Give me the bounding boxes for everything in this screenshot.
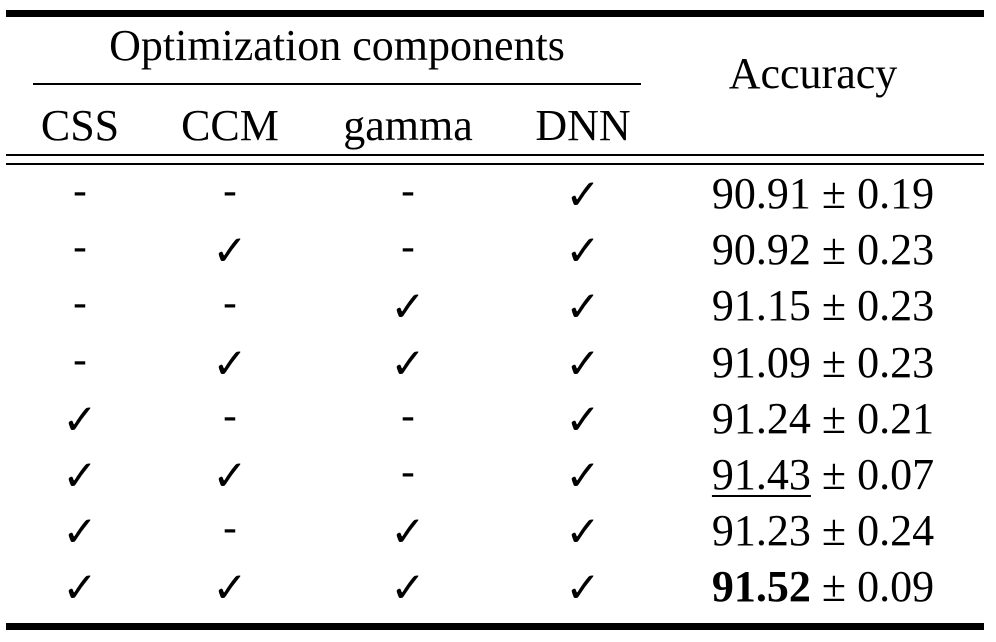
cell-ccm-checkmark-icon: ✓ [212, 226, 248, 276]
accuracy-value: 91.23 [711, 506, 811, 556]
header-double-rule-top [6, 154, 984, 156]
cell-css-dash: - [72, 281, 88, 328]
cell-ccm-dash: - [222, 281, 238, 328]
column-header-ccm: CCM [181, 101, 279, 150]
cell-gamma-checkmark-icon: ✓ [390, 563, 426, 613]
column-header-gamma: gamma [343, 101, 473, 150]
cell-ccm-checkmark-icon: ✓ [212, 338, 248, 388]
cell-css-checkmark-icon: ✓ [62, 507, 98, 557]
cell-gamma-checkmark-icon: ✓ [390, 507, 426, 557]
cell-accuracy: 91.09 ± 0.23 [648, 337, 996, 387]
cell-accuracy: 90.92 ± 0.23 [648, 228, 996, 272]
cell-gamma-checkmark-icon: ✓ [390, 282, 426, 332]
cell-accuracy: 91.15 ± 0.23 [648, 284, 996, 328]
accuracy-value: 91.24 [711, 393, 811, 443]
cell-ccm-dash: - [222, 169, 238, 215]
column-header-css: CSS [40, 101, 120, 150]
cell-gamma-checkmark-icon: ✓ [390, 338, 426, 388]
accuracy-std: ± 0.23 [821, 281, 935, 331]
accuracy-std: ± 0.19 [821, 169, 935, 218]
cell-css-dash: - [72, 169, 88, 215]
cell-gamma-dash: - [400, 450, 416, 496]
cell-dnn-checkmark-icon: ✓ [565, 563, 601, 613]
optimization-components-header: Optimization components [109, 21, 565, 70]
group-header-rule [33, 83, 641, 85]
cell-accuracy: 91.52 ± 0.09 [648, 565, 996, 609]
accuracy-std: ± 0.09 [821, 562, 935, 612]
header-double-rule-bottom [6, 163, 984, 165]
cell-gamma-dash: - [400, 225, 416, 272]
cell-css-checkmark-icon: ✓ [62, 563, 98, 613]
cell-ccm-dash: - [222, 506, 238, 553]
cell-accuracy: 91.24 ± 0.21 [648, 393, 996, 443]
accuracy-header: Accuracy [728, 49, 898, 98]
cell-css-dash: - [72, 337, 88, 384]
cell-css-dash: - [72, 225, 88, 272]
cell-dnn-checkmark-icon: ✓ [565, 338, 601, 388]
accuracy-std: ± 0.24 [821, 506, 935, 556]
accuracy-std: ± 0.21 [821, 393, 935, 443]
column-header-dnn: DNN [535, 101, 631, 150]
accuracy-value: 91.52 [711, 562, 811, 612]
cell-dnn-checkmark-icon: ✓ [565, 282, 601, 332]
cell-dnn-checkmark-icon: ✓ [565, 507, 601, 557]
cell-accuracy: 91.43 ± 0.07 [648, 453, 996, 497]
cell-ccm-checkmark-icon: ✓ [212, 451, 248, 500]
cell-gamma-dash: - [400, 393, 416, 440]
cell-gamma-dash: - [400, 169, 416, 215]
cell-accuracy: 90.91 ± 0.19 [648, 172, 996, 216]
cell-dnn-checkmark-icon: ✓ [565, 451, 601, 500]
cell-ccm-dash: - [222, 393, 238, 440]
accuracy-std: ± 0.23 [821, 337, 935, 387]
accuracy-value: 91.15 [711, 281, 811, 331]
top-rule [6, 10, 984, 17]
cell-dnn-checkmark-icon: ✓ [565, 394, 601, 444]
accuracy-value: 90.92 [711, 225, 811, 275]
cell-css-checkmark-icon: ✓ [62, 451, 98, 500]
accuracy-value: 91.43 [711, 450, 811, 499]
cell-dnn-checkmark-icon: ✓ [565, 170, 601, 219]
accuracy-value: 91.09 [711, 337, 811, 387]
accuracy-std: ± 0.23 [821, 225, 935, 275]
cell-dnn-checkmark-icon: ✓ [565, 226, 601, 276]
accuracy-std: ± 0.07 [821, 450, 935, 499]
cell-accuracy: 91.23 ± 0.24 [648, 509, 996, 553]
cell-css-checkmark-icon: ✓ [62, 394, 98, 444]
cell-ccm-checkmark-icon: ✓ [212, 563, 248, 613]
bottom-rule [6, 623, 984, 630]
accuracy-value: 90.91 [711, 169, 811, 218]
